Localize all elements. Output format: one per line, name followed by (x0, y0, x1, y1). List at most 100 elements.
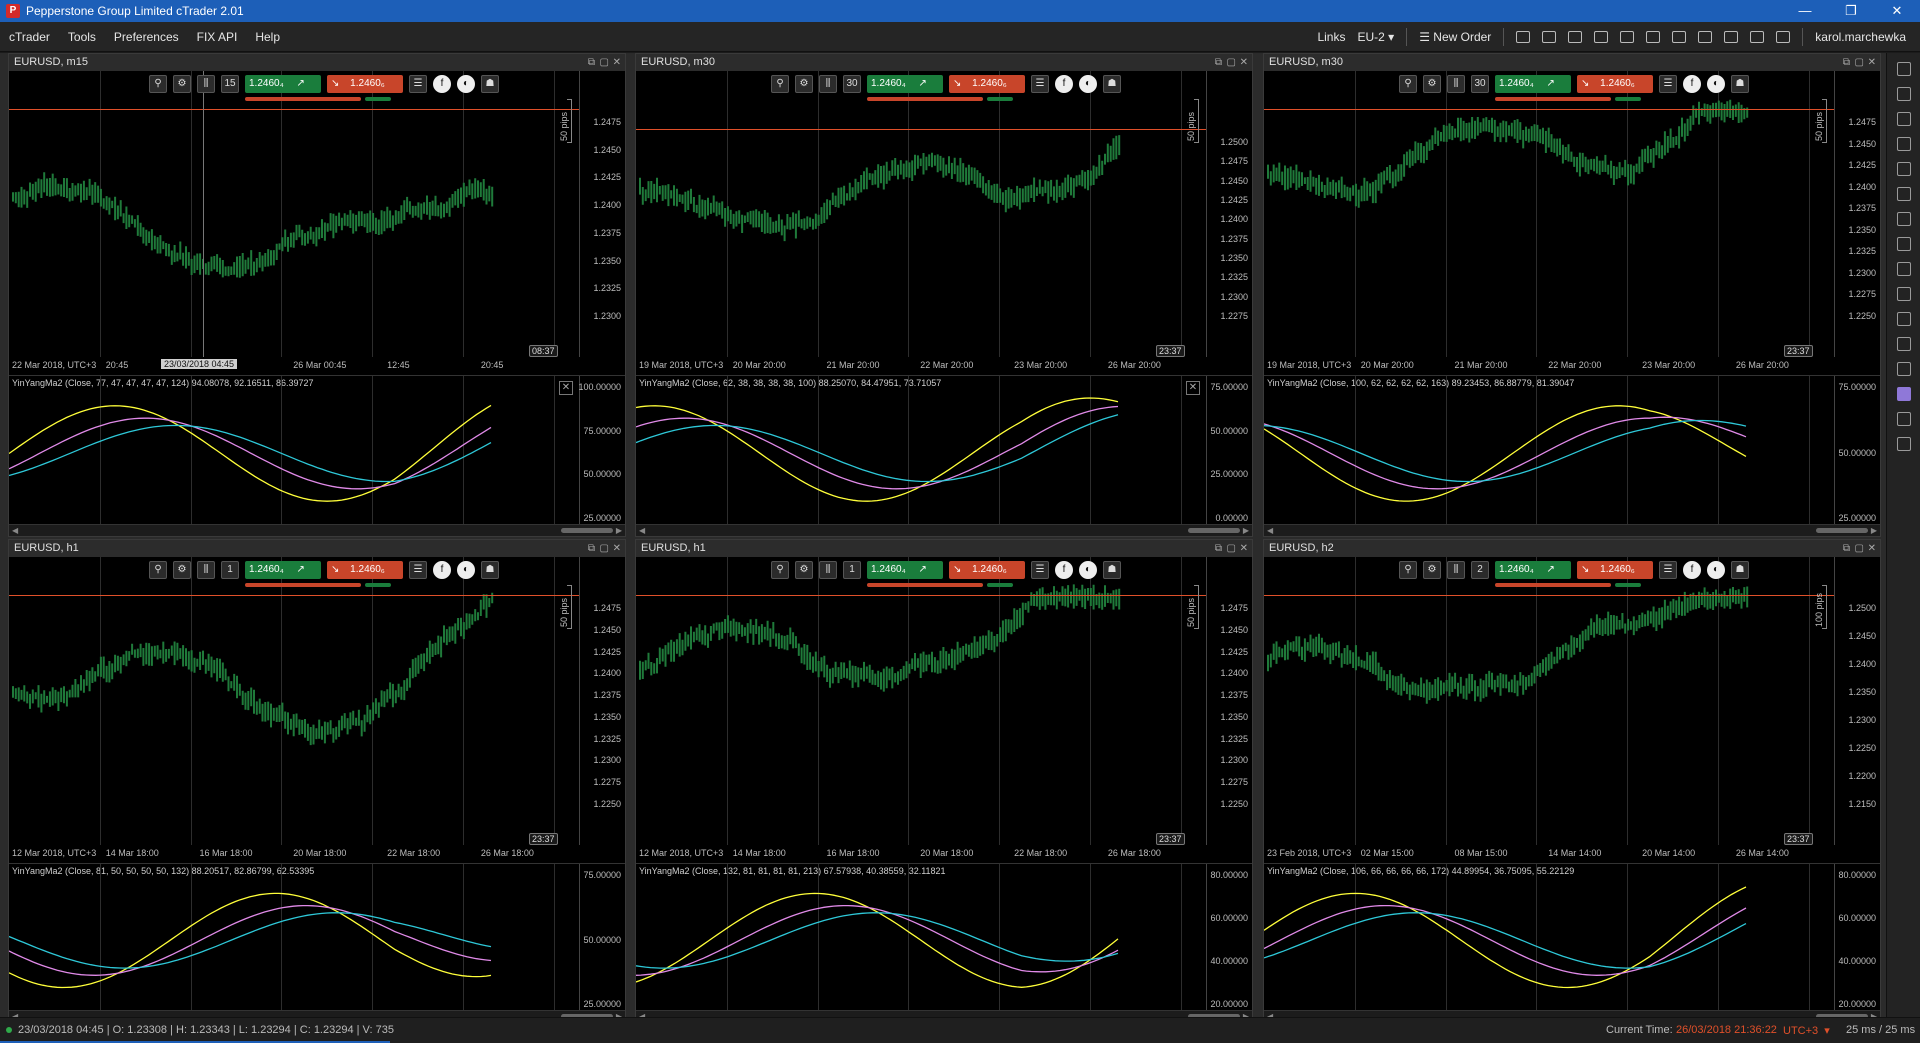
color-picker-icon[interactable] (1896, 387, 1911, 401)
scroll-right-icon[interactable]: ▶ (616, 1011, 622, 1023)
indicator-icon[interactable] (1594, 31, 1609, 43)
facebook-icon[interactable]: f (1055, 561, 1073, 579)
scroll-right-icon[interactable]: ▶ (1242, 526, 1249, 535)
indicator-pane[interactable]: YinYangMa2 (Close, 132, 81, 81, 81, 81, … (636, 863, 1252, 1010)
buy-button[interactable]: 1.2460₄ ↗ (1495, 561, 1571, 579)
chart-window[interactable]: EURUSD, m30⧉▢✕1.246041.25001.24751.24501… (635, 53, 1253, 537)
zoom-icon[interactable]: ⚲ (1399, 75, 1417, 93)
horizontal-scrollbar[interactable]: ◀▶ (636, 524, 1252, 536)
fullscreen-icon[interactable] (1750, 31, 1765, 43)
price-axis[interactable]: 1.2475 1.2450 1.2425 1.2400 1.2375 1.2350 1.23… (1206, 557, 1252, 845)
price-pane[interactable]: 1.246041.25001.24751.24501.24251.24001.2… (636, 71, 1252, 373)
sell-button[interactable]: ↘ 1.2460₆ (949, 561, 1025, 579)
detach-icon[interactable]: ⧉ (587, 57, 595, 68)
bug-icon[interactable] (1620, 31, 1635, 43)
scroll-thumb[interactable] (1188, 1014, 1240, 1019)
maximize-icon[interactable]: ▢ (599, 57, 609, 68)
text-icon[interactable] (1896, 362, 1911, 376)
chart-type-icon[interactable]: ⫼ (819, 75, 837, 93)
scroll-thumb[interactable] (561, 1014, 613, 1019)
pointer-icon[interactable] (1896, 137, 1911, 151)
maximize-icon[interactable]: ▢ (1854, 57, 1864, 68)
price-axis[interactable]: 1.2500 1.2475 1.2450 1.2425 1.2400 1.2375 1.23… (1206, 71, 1252, 357)
price-axis[interactable]: 1.2475 1.2450 1.2425 1.2400 1.2375 1.2350 1.23… (579, 71, 625, 357)
close-icon[interactable]: ✕ (612, 57, 621, 68)
price-pane[interactable]: 1.246041.24751.24501.24251.24001.23751.2… (9, 557, 625, 861)
buy-button[interactable]: 1.2460₄ ↗ (867, 75, 943, 93)
sell-button[interactable]: ↘ 1.2460₆ (327, 561, 403, 579)
settings-icon[interactable]: ⚙ (795, 561, 813, 579)
period-selector[interactable]: 15 (221, 75, 239, 93)
chart-window[interactable]: EURUSD, m30⧉▢✕1.246041.24751.24501.24251… (1263, 53, 1881, 537)
price-axis[interactable]: 1.2475 1.2450 1.2425 1.2400 1.2375 1.2350 1.23… (1834, 71, 1880, 357)
sentiment-icon[interactable]: ◐ (457, 561, 475, 579)
indicator-pane[interactable]: YinYangMa2 (Close, 100, 62, 62, 62, 62, … (1264, 375, 1880, 524)
detach-icon[interactable]: ⧉ (1842, 57, 1850, 68)
chart-window[interactable]: EURUSD, h1⧉▢✕1.246041.24751.24501.24251.… (635, 539, 1253, 1023)
scroll-left-icon[interactable]: ◀ (1267, 526, 1274, 535)
scroll-left-icon[interactable]: ◀ (1267, 1011, 1273, 1023)
scroll-thumb[interactable] (1188, 528, 1240, 533)
settings-icon[interactable]: ⚙ (1423, 75, 1441, 93)
horizontal-scrollbar[interactable]: ◀▶ (1264, 524, 1880, 536)
scroll-right-icon[interactable]: ▶ (1243, 1011, 1249, 1023)
mail-icon[interactable] (1698, 31, 1713, 43)
menu-preferences[interactable]: Preferences (113, 29, 179, 44)
single-layout-icon[interactable] (1896, 87, 1911, 101)
horizontal-line-icon[interactable] (1896, 212, 1911, 226)
trader-icon[interactable]: ☗ (481, 75, 499, 93)
facebook-icon[interactable]: f (433, 75, 451, 93)
buy-button[interactable]: 1.2460₄ ↗ (1495, 75, 1571, 93)
chart-icon[interactable] (1542, 31, 1557, 43)
close-icon[interactable]: ✕ (612, 543, 621, 554)
trader-icon[interactable]: ☗ (1103, 75, 1121, 93)
arrow-icon[interactable] (1896, 337, 1911, 351)
sell-button[interactable]: ↘ 1.2460₆ (1577, 561, 1653, 579)
layout-icon[interactable] (1516, 31, 1531, 43)
sell-button[interactable]: ↘ 1.2460₆ (949, 75, 1025, 93)
menu-help[interactable]: Help (255, 29, 280, 44)
detach-icon[interactable]: ⧉ (587, 543, 595, 554)
order-list-icon[interactable]: ☰ (1659, 561, 1677, 579)
maximize-icon[interactable]: ▢ (599, 543, 609, 554)
sell-button[interactable]: ↘ 1.2460₆ (327, 75, 403, 93)
period-selector[interactable]: 30 (1471, 75, 1489, 93)
price-axis[interactable]: 1.2475 1.2450 1.2425 1.2400 1.2375 1.2350 1.23… (579, 557, 625, 845)
chart-type-icon[interactable]: ⫼ (197, 561, 215, 579)
price-pane[interactable]: 1.246041.24751.24501.24251.24001.23751.2… (1264, 71, 1880, 373)
menu-tools[interactable]: Tools (67, 29, 96, 44)
facebook-icon[interactable]: f (1683, 561, 1701, 579)
zoom-icon[interactable]: ⚲ (149, 561, 167, 579)
period-selector[interactable]: 1 (221, 561, 239, 579)
calendar-icon[interactable] (1646, 31, 1661, 43)
scroll-thumb[interactable] (1816, 528, 1868, 533)
chart-type-icon[interactable]: ⫼ (1447, 75, 1465, 93)
trader-icon[interactable]: ☗ (1103, 561, 1121, 579)
menu-ctrader[interactable]: cTrader (9, 29, 50, 44)
chart-window[interactable]: EURUSD, h1⧉▢✕1.246041.24751.24501.24251.… (8, 539, 626, 1023)
scroll-thumb[interactable] (1816, 1014, 1868, 1019)
sound-icon[interactable] (1724, 31, 1739, 43)
order-list-icon[interactable]: ☰ (1031, 75, 1049, 93)
order-list-icon[interactable]: ☰ (409, 561, 427, 579)
maximize-icon[interactable]: ▢ (1226, 543, 1236, 554)
order-list-icon[interactable]: ☰ (1031, 561, 1049, 579)
close-icon[interactable]: ✕ (1867, 543, 1876, 554)
facebook-icon[interactable]: f (433, 561, 451, 579)
trader-icon[interactable]: ☗ (481, 561, 499, 579)
buy-button[interactable]: 1.2460₄ ↗ (245, 75, 321, 93)
period-selector[interactable]: 1 (843, 561, 861, 579)
scroll-thumb[interactable] (561, 528, 613, 533)
buy-button[interactable]: 1.2460₄ ↗ (245, 561, 321, 579)
window-icon[interactable] (1776, 31, 1791, 43)
chart-type-icon[interactable]: ⫼ (1447, 561, 1465, 579)
indicator-pane[interactable]: YinYangMa2 (Close, 62, 38, 38, 38, 38, 1… (636, 375, 1252, 524)
horizontal-scrollbar[interactable]: ◀▶ (9, 524, 625, 536)
scroll-left-icon[interactable]: ◀ (12, 1011, 18, 1023)
news-icon[interactable] (1672, 31, 1687, 43)
sell-button[interactable]: ↘ 1.2460₆ (1577, 75, 1653, 93)
menu-fix-api[interactable]: FIX API (196, 29, 238, 44)
chart-type-icon[interactable]: ⫼ (197, 75, 215, 93)
minimize-button[interactable]: — (1798, 3, 1812, 18)
scroll-left-icon[interactable]: ◀ (639, 1011, 645, 1023)
